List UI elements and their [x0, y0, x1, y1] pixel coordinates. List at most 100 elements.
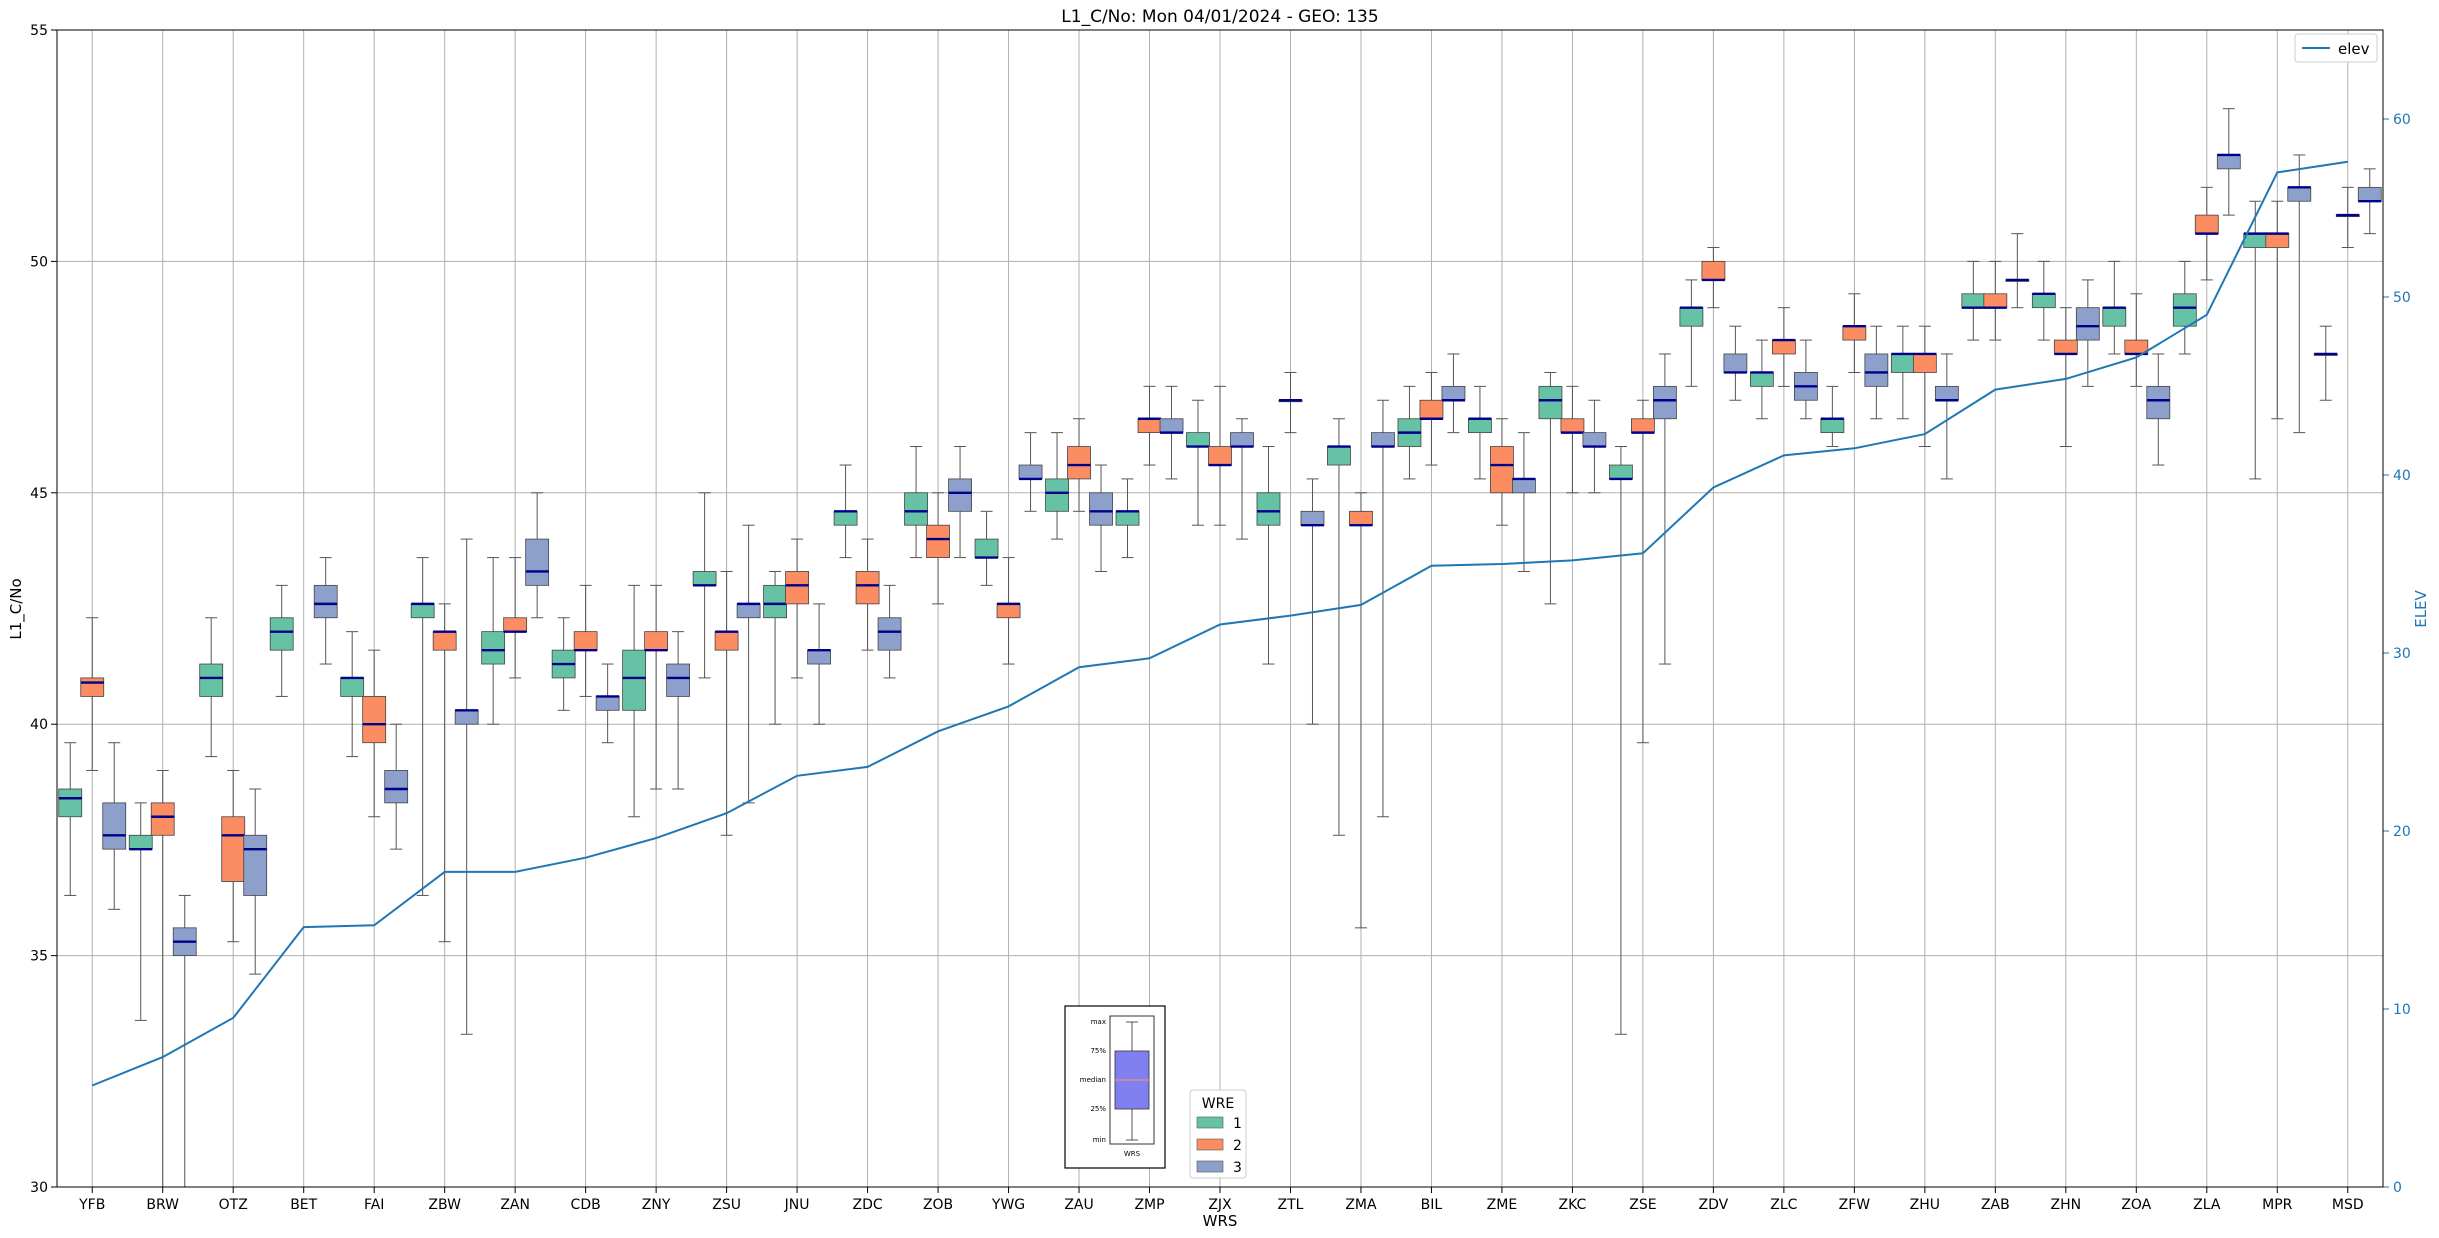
- box-ztl-wre1: [1256, 446, 1281, 665]
- box-body: [1159, 418, 1184, 434]
- box-fai-wre2: [362, 649, 387, 818]
- box-zan-wre1: [481, 557, 506, 725]
- box-zmp-wre2: [1137, 385, 1162, 466]
- box-body: [340, 677, 365, 697]
- y-tick-label: 35: [30, 949, 48, 965]
- box-body: [996, 603, 1021, 619]
- box-otz-wre1: [199, 617, 224, 758]
- x-tick-label: ZTL: [1278, 1197, 1304, 1213]
- box-bil-wre3: [1441, 353, 1466, 434]
- box-zse-wre2: [1631, 399, 1655, 744]
- box-jnu-wre3: [807, 603, 831, 725]
- box-body: [1961, 293, 1986, 309]
- box-body: [2194, 214, 2219, 235]
- elev-legend-label: elev: [2338, 40, 2370, 58]
- x-tick-label: MSD: [2332, 1197, 2364, 1213]
- box-zmp-wre3: [1159, 385, 1184, 480]
- box-body: [763, 584, 787, 619]
- x-tick-label: ZDV: [1699, 1197, 1729, 1213]
- box-key-label-q1: 25%: [1090, 1105, 1106, 1113]
- box-body: [736, 603, 761, 619]
- wre-legend-frame: [1189, 1089, 1247, 1179]
- box-mpr-wre2: [2265, 200, 2290, 420]
- box-body: [1512, 478, 1536, 494]
- box-body: [692, 571, 717, 586]
- box-ywg-wre3: [1018, 432, 1043, 512]
- box-zdc-wre2: [855, 538, 880, 651]
- box-key-label-max: max: [1091, 1018, 1106, 1026]
- box-body: [926, 524, 950, 558]
- x-tick-label: ZSE: [1629, 1197, 1656, 1213]
- box-zbw-wre3: [454, 538, 479, 1035]
- box-zse-wre3: [1653, 353, 1677, 665]
- box-zse-wre1: [1609, 446, 1633, 1035]
- y-tick-label: 40: [30, 717, 48, 733]
- box-ywg-wre2: [996, 557, 1021, 665]
- box-zdv-wre3: [1723, 325, 1748, 401]
- box-zny-wre2: [644, 584, 669, 790]
- box-yfb-wre1: [58, 742, 83, 896]
- box-body: [2053, 339, 2078, 355]
- box-body: [1771, 339, 1796, 355]
- box-body: [2287, 186, 2312, 202]
- box-brw-wre2: [150, 769, 175, 1188]
- box-body: [1327, 446, 1351, 466]
- box-body: [1934, 385, 1959, 401]
- box-body: [503, 617, 528, 633]
- box-body: [2357, 186, 2382, 202]
- box-zlc-wre2: [1771, 307, 1796, 387]
- box-zoa-wre1: [2102, 260, 2127, 355]
- box-key-label-median: median: [1080, 1076, 1106, 1084]
- x-tick-label: ZAU: [1064, 1197, 1093, 1213]
- box-zme-wre2: [1490, 418, 1514, 526]
- y-axis-label: L1_C/No: [7, 578, 26, 639]
- box-body: [1089, 492, 1113, 526]
- box-zla-wre2: [2194, 186, 2219, 281]
- x-tick-label: ZKC: [1559, 1197, 1587, 1213]
- box-body: [410, 603, 435, 619]
- box-ztl-wre2: [1278, 371, 1303, 434]
- box-body: [1653, 385, 1677, 420]
- box-body: [2172, 293, 2197, 327]
- box-body: [221, 816, 246, 882]
- wre-legend-swatch-3: [1196, 1160, 1224, 1173]
- box-zob-wre3: [948, 446, 972, 559]
- box-body: [1912, 353, 1937, 373]
- x-tick-label: ZSU: [712, 1197, 741, 1213]
- box-body: [1018, 464, 1043, 480]
- box-body: [1490, 446, 1514, 494]
- box-body: [481, 631, 506, 665]
- wre-legend-swatch-2: [1196, 1138, 1224, 1151]
- box-body: [243, 834, 268, 896]
- box-body: [1701, 260, 1726, 281]
- wre-legend: WRE 1 2 3: [1189, 1089, 1247, 1179]
- y2-tick-label: 60: [2393, 112, 2411, 128]
- box-body: [1609, 464, 1633, 480]
- box-zma-wre3: [1371, 399, 1395, 818]
- box-body: [525, 538, 550, 586]
- x-tick-label: ZOA: [2121, 1197, 2151, 1213]
- box-body: [1419, 399, 1444, 420]
- wre-legend-label-3: 3: [1233, 1160, 1242, 1176]
- x-tick-label: OTZ: [219, 1197, 248, 1213]
- box-cdb-wre1: [551, 617, 576, 711]
- box-zan-wre2: [503, 557, 528, 679]
- box-fai-wre1: [340, 631, 365, 758]
- x-tick-label: ZLC: [1770, 1197, 1797, 1213]
- box-zhn-wre3: [2075, 279, 2100, 387]
- box-zlc-wre3: [1793, 339, 1818, 420]
- x-tick-label: ZMP: [1134, 1197, 1164, 1213]
- x-tick-label: CDB: [571, 1197, 601, 1213]
- box-body: [2075, 307, 2100, 341]
- box-zla-wre1: [2172, 260, 2197, 355]
- box-zhu-wre1: [1890, 325, 1915, 420]
- box-zdv-wre2: [1701, 247, 1726, 309]
- box-jnu-wre2: [785, 538, 809, 679]
- x-tick-label: ZBW: [428, 1197, 461, 1213]
- box-key-label-min: min: [1093, 1136, 1106, 1144]
- box-body: [622, 649, 647, 711]
- box-otz-wre2: [221, 769, 246, 943]
- box-zab-wre2: [1983, 260, 2008, 341]
- box-yfb-wre2: [80, 617, 105, 771]
